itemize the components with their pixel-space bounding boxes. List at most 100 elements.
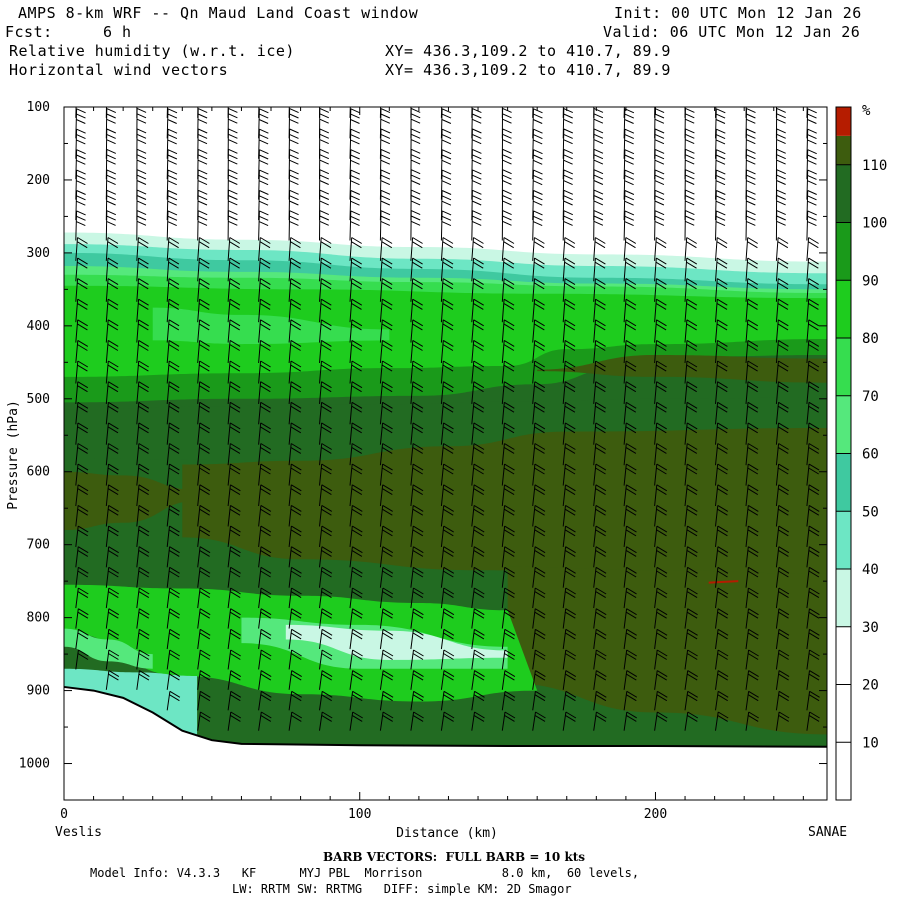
wind-barb: [715, 360, 728, 384]
wind-barb: [166, 422, 180, 445]
wind-barb: [288, 189, 299, 221]
wind-barb: [654, 422, 667, 445]
wind-barb: [75, 149, 86, 180]
wind-barb: [166, 210, 178, 241]
wind-barb: [227, 422, 241, 445]
wind-barb: [258, 649, 272, 670]
wind-barb: [288, 546, 302, 568]
colorbar-label: 100: [862, 216, 887, 232]
wind-barb: [501, 422, 515, 445]
wind-barb: [715, 546, 729, 568]
wind-barb: [775, 237, 789, 261]
wind-barb: [410, 690, 424, 711]
wind-barb: [105, 257, 119, 282]
colorbar-label: 110: [862, 158, 887, 174]
wind-barb: [379, 566, 394, 588]
wind-barb: [684, 525, 698, 547]
wind-barb: [715, 128, 726, 159]
wind-barb: [471, 587, 485, 609]
wind-barb: [75, 504, 89, 527]
wind-barb: [227, 298, 241, 323]
wind-barb: [410, 298, 423, 323]
wind-barb: [227, 381, 241, 404]
wind-barb: [775, 628, 790, 650]
colorbar-label: 60: [862, 447, 879, 463]
wind-barb: [593, 690, 607, 711]
wind-barb: [623, 525, 637, 547]
forecast-hour: 6 h: [103, 23, 132, 41]
wind-barb: [75, 608, 89, 629]
wind-barb: [745, 670, 759, 690]
wind-barb: [410, 319, 424, 343]
wind-barb: [75, 443, 89, 466]
wind-barb: [806, 628, 820, 650]
wind-barb: [136, 587, 150, 609]
wind-barb: [440, 670, 455, 690]
wind-barb: [501, 319, 515, 343]
wind-barb: [440, 107, 443, 118]
wind-barb: [623, 169, 635, 200]
wind-barb: [75, 381, 89, 404]
wind-barb: [349, 504, 363, 527]
wind-barb: [227, 107, 229, 118]
wind-barb: [562, 711, 577, 731]
wind-barb: [166, 608, 180, 629]
rh-band: [64, 311, 153, 356]
wind-barb: [105, 525, 119, 547]
wind-barb: [745, 128, 756, 159]
wind-barb: [654, 189, 665, 221]
wind-barb: [197, 339, 210, 364]
wind-barb: [775, 422, 789, 445]
wind-barb: [440, 504, 454, 527]
wind-barb: [684, 608, 698, 629]
wind-barb: [319, 148, 330, 180]
wind-barb: [227, 587, 241, 609]
wind-barb: [501, 107, 512, 139]
wind-barb: [75, 107, 77, 118]
wind-barb: [440, 169, 452, 200]
wind-barb: [379, 169, 391, 200]
wind-barb: [623, 463, 637, 486]
wind-barb: [379, 148, 391, 180]
wind-barb: [532, 649, 546, 670]
wind-barb: [562, 587, 576, 609]
wind-barb: [136, 422, 150, 445]
wind-barb: [532, 566, 546, 588]
wind-barb: [349, 608, 363, 629]
wind-barb: [166, 463, 180, 486]
wind-barb: [410, 525, 424, 547]
wind-barb: [166, 108, 178, 139]
wind-barb: [227, 401, 241, 425]
wind-barb: [166, 690, 181, 711]
y-tick-label: 900: [27, 684, 50, 699]
wind-barb: [684, 319, 698, 343]
wind-barb: [258, 546, 272, 568]
wind-barb: [105, 546, 119, 568]
wind-barb: [410, 443, 424, 466]
x-axis-label: Distance (km): [396, 826, 498, 841]
wind-barb: [715, 210, 726, 241]
wind-barb: [105, 169, 117, 200]
wind-barb: [654, 504, 668, 527]
wind-barb: [349, 237, 362, 261]
wind-barb: [197, 108, 208, 139]
wind-barb: [775, 278, 789, 302]
wind-barb: [319, 628, 333, 650]
wind-barb: [349, 298, 363, 323]
wind-barb: [806, 107, 808, 118]
wind-barb: [75, 319, 88, 343]
wind-barb: [623, 587, 637, 609]
wind-barb: [105, 422, 119, 445]
wind-barb: [258, 190, 269, 221]
y-tick-label: 400: [27, 319, 50, 334]
wind-barb: [684, 649, 698, 670]
wind-barb: [745, 189, 756, 221]
wind-barb: [105, 189, 117, 221]
wind-barb: [105, 566, 119, 588]
wind-barb: [775, 319, 789, 343]
wind-barb: [258, 210, 269, 241]
wind-barb: [654, 319, 667, 343]
wind-barb: [715, 107, 717, 118]
wind-barb: [775, 189, 786, 221]
wind-barb: [654, 107, 656, 118]
